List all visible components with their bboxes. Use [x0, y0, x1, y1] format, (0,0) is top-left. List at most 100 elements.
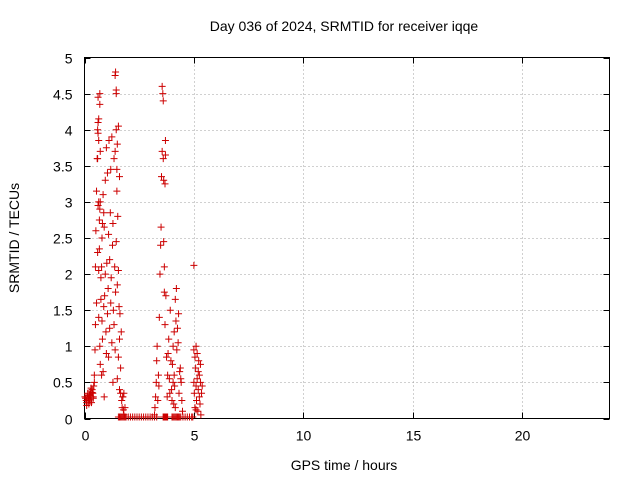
data-point [156, 270, 164, 278]
data-point [96, 100, 104, 108]
data-point [100, 303, 108, 311]
data-point [114, 266, 122, 274]
data-point [114, 353, 122, 361]
data-point [113, 165, 121, 173]
y-tick-label: 0 [65, 412, 73, 428]
data-point [100, 209, 108, 217]
data-point [198, 382, 206, 390]
tick-layer: 0 0.5 1 1.5 2 2.5 3 3.5 4 4.5 5 0 5 10 15 20 [53, 51, 610, 444]
y-axis-label: SRMTID / TECUs [6, 183, 22, 293]
data-point [95, 115, 103, 123]
data-point [118, 396, 126, 404]
data-point [113, 140, 121, 148]
data-point [158, 82, 166, 90]
x-tick-label: 0 [82, 428, 90, 444]
y-tick-label: 1 [65, 339, 73, 355]
data-point [109, 220, 117, 228]
x-axis-label: GPS time / hours [291, 457, 398, 473]
y-tick-label: 2.5 [53, 231, 73, 247]
data-point [106, 209, 114, 217]
data-point [112, 68, 120, 76]
data-point [173, 324, 181, 332]
data-point [193, 375, 201, 383]
y-tick-label: 1.5 [53, 303, 73, 319]
data-point [98, 317, 106, 325]
data-point [112, 238, 120, 246]
data-point [107, 299, 115, 307]
data-point [83, 402, 91, 410]
data-point [93, 299, 101, 307]
data-point [194, 386, 202, 394]
data-point [160, 288, 168, 296]
data-point [96, 342, 104, 350]
data-point [96, 90, 104, 98]
data-point [90, 371, 98, 379]
data-point [120, 389, 128, 397]
data-point [121, 404, 129, 412]
data-point [173, 346, 181, 354]
points-layer [81, 68, 206, 421]
data-point [85, 397, 93, 405]
data-point [163, 393, 171, 401]
data-point [190, 378, 198, 386]
data-point [94, 248, 102, 256]
data-point [111, 263, 119, 271]
data-point [112, 86, 120, 94]
data-point [171, 404, 179, 412]
data-point [94, 93, 102, 101]
data-point [96, 147, 104, 155]
data-point [172, 317, 180, 325]
y-tick-label: 3.5 [53, 159, 73, 175]
x-tick-label: 15 [406, 428, 422, 444]
data-point [160, 176, 168, 184]
data-point [108, 133, 116, 141]
data-point [119, 393, 127, 401]
data-point [193, 396, 200, 404]
data-point [94, 202, 102, 210]
data-point [116, 310, 124, 318]
data-point [103, 259, 111, 267]
data-point [92, 227, 100, 235]
data-point [158, 147, 166, 155]
y-tick-label: 4.5 [53, 87, 73, 103]
data-point [175, 310, 183, 318]
data-point [190, 261, 198, 269]
data-point [101, 270, 109, 278]
x-tick-label: 10 [296, 428, 312, 444]
data-point [168, 360, 176, 368]
data-point [113, 281, 121, 289]
data-point [192, 382, 200, 390]
data-point [113, 187, 121, 195]
data-point [111, 346, 119, 354]
data-point [191, 353, 199, 361]
data-point [172, 285, 180, 293]
data-point [160, 263, 168, 271]
data-point [99, 368, 107, 376]
data-point [159, 155, 167, 163]
data-point [99, 191, 107, 199]
data-point [174, 339, 182, 347]
data-point [102, 328, 110, 336]
data-point [104, 285, 112, 293]
data-point [153, 342, 161, 350]
data-point [105, 230, 113, 238]
data-point [98, 220, 106, 228]
data-point [109, 241, 116, 249]
data-point [176, 364, 184, 372]
y-tick-label: 2 [65, 267, 73, 283]
data-point [157, 241, 165, 249]
data-point [154, 396, 162, 404]
data-point [97, 295, 105, 303]
data-point [161, 180, 169, 188]
data-point [192, 342, 200, 350]
data-point [176, 368, 184, 376]
data-point [161, 321, 169, 329]
data-point [163, 353, 171, 361]
data-point [116, 335, 123, 343]
data-point [95, 245, 103, 253]
data-point [100, 393, 108, 401]
chart-title: Day 036 of 2024, SRMTID for receiver iqq… [210, 18, 479, 34]
data-point [94, 155, 102, 163]
data-point [98, 371, 106, 379]
data-point [170, 371, 178, 379]
